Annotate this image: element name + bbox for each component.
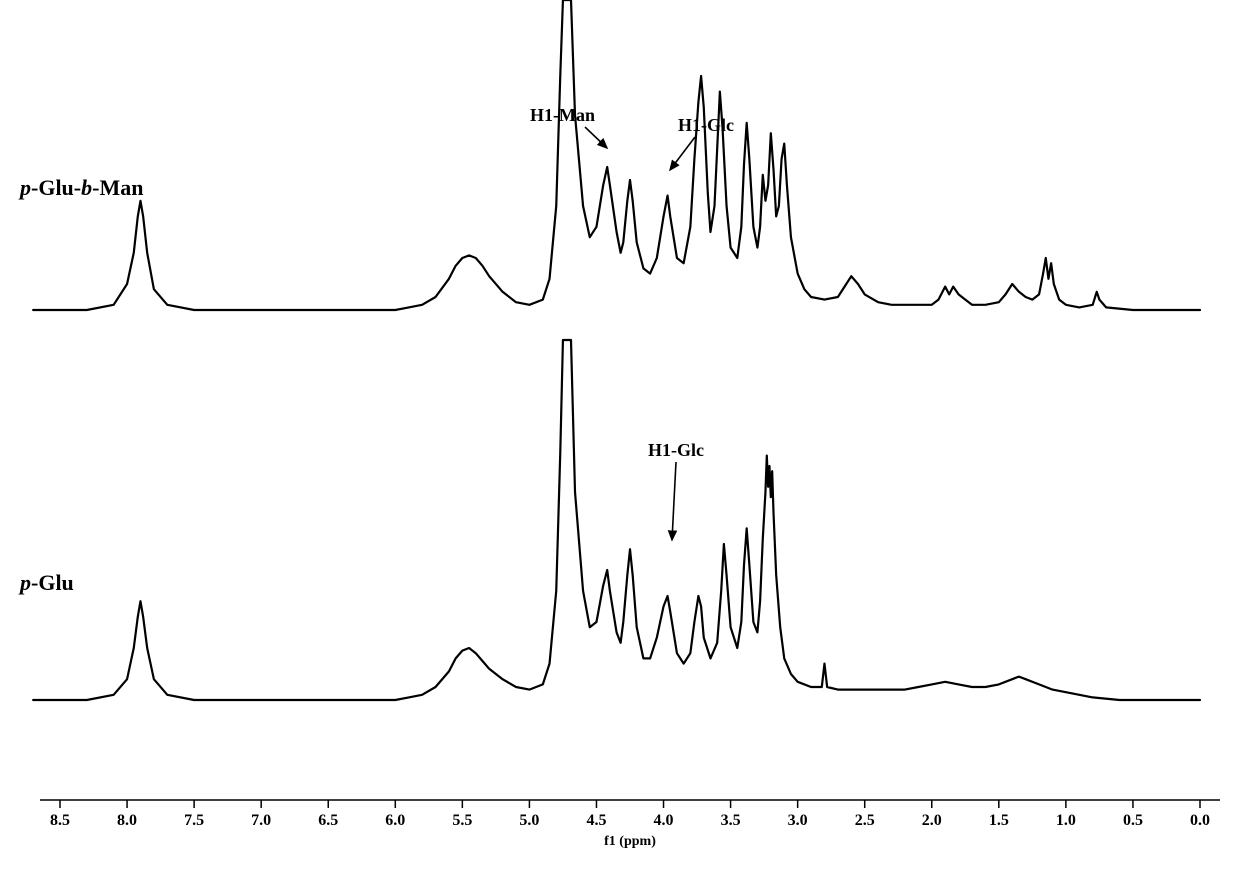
spectrum-trace-bottom xyxy=(33,340,1200,700)
annotation-arrow-top-1 xyxy=(670,137,695,170)
x-tick-label: 1.5 xyxy=(989,812,1009,830)
x-tick-label: 5.5 xyxy=(452,812,472,830)
x-tick-label: 5.0 xyxy=(519,812,539,830)
x-tick-label: 2.0 xyxy=(922,812,942,830)
x-tick-label: 8.0 xyxy=(117,812,137,830)
x-tick-label: 4.5 xyxy=(586,812,606,830)
spectrum-label-top: p-Glu-b-Man xyxy=(20,175,143,201)
x-tick-label: 7.0 xyxy=(251,812,271,830)
svg-canvas xyxy=(0,0,1240,871)
peak-annotation-bottom-0: H1-Glc xyxy=(648,440,704,461)
x-tick-label: 1.0 xyxy=(1056,812,1076,830)
x-tick-label: 3.0 xyxy=(788,812,808,830)
spectrum-trace-top xyxy=(33,0,1200,310)
x-tick-label: 4.0 xyxy=(654,812,674,830)
spectrum-label-bottom: p-Glu xyxy=(20,570,74,596)
peak-annotation-top-1: H1-Glc xyxy=(678,115,734,136)
x-axis-title: f1 (ppm) xyxy=(604,834,656,850)
x-tick-label: 3.5 xyxy=(721,812,741,830)
x-tick-label: 2.5 xyxy=(855,812,875,830)
x-tick-label: 6.0 xyxy=(385,812,405,830)
x-tick-label: 0.5 xyxy=(1123,812,1143,830)
peak-annotation-top-0: H1-Man xyxy=(530,105,595,126)
annotation-arrow-top-0 xyxy=(585,127,607,148)
annotation-arrow-bottom-0 xyxy=(672,462,676,540)
x-tick-label: 6.5 xyxy=(318,812,338,830)
nmr-figure: p-Glu-b-Man H1-Man H1-Glc p-Glu H1-Glc 8.5 8.0… xyxy=(0,0,1240,871)
x-tick-label: 0.0 xyxy=(1190,812,1210,830)
x-tick-label: 8.5 xyxy=(50,812,70,830)
x-tick-label: 7.5 xyxy=(184,812,204,830)
